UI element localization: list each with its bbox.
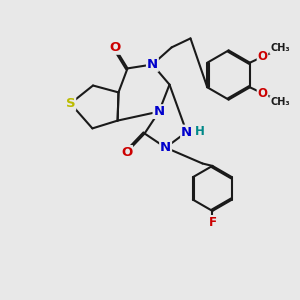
- Text: O: O: [257, 50, 268, 63]
- Text: H: H: [195, 125, 205, 138]
- Text: N: N: [147, 58, 158, 71]
- Text: O: O: [121, 146, 132, 159]
- Text: F: F: [208, 216, 216, 229]
- Text: N: N: [181, 125, 192, 139]
- Text: CH₃: CH₃: [270, 43, 290, 53]
- Text: CH₃: CH₃: [270, 97, 290, 107]
- Text: N: N: [153, 105, 165, 118]
- Text: O: O: [109, 41, 120, 54]
- Text: N: N: [160, 141, 171, 154]
- Text: O: O: [257, 87, 268, 100]
- Text: S: S: [66, 97, 75, 110]
